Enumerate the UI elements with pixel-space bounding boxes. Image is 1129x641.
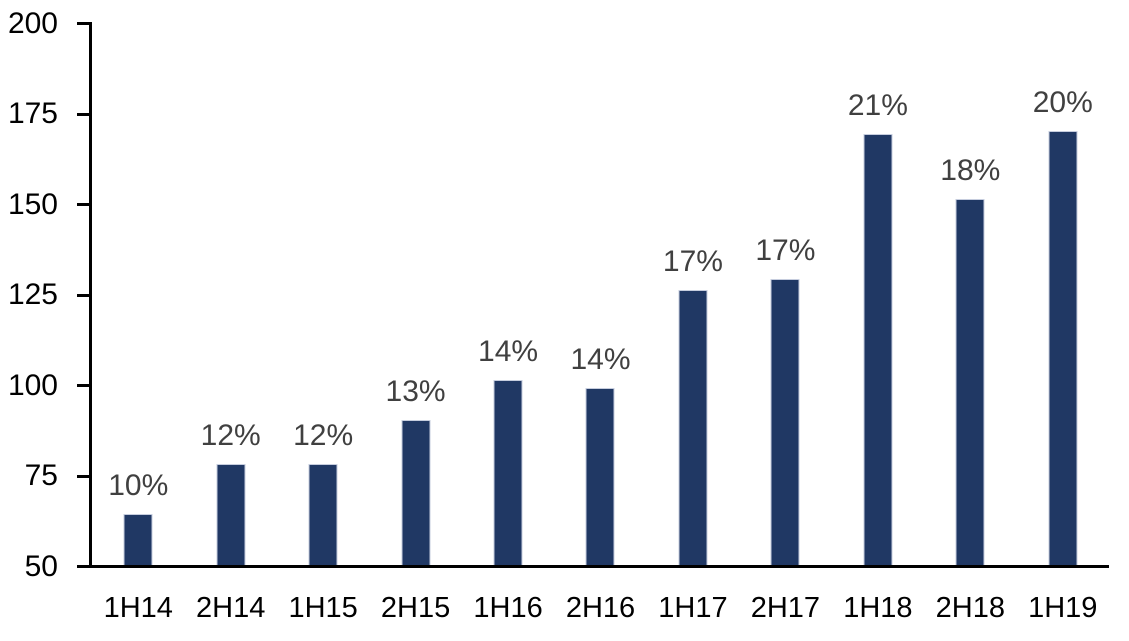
bar-2H18	[955, 199, 985, 565]
bar-value-label: 17%	[755, 234, 816, 268]
bar-slot: 18%	[924, 22, 1016, 565]
bar-value-label: 18%	[940, 154, 1001, 188]
bar-slot: 13%	[369, 22, 461, 565]
bar-value-label: 14%	[570, 342, 631, 376]
bar-value-label: 10%	[108, 469, 169, 503]
plot-area: 10% 12% 12% 13% 14% 14% 17% 17% 21% 18% 20%	[92, 22, 1109, 565]
y-axis-tick-label: 150	[7, 187, 58, 221]
bar-slot: 20%	[1017, 22, 1109, 565]
bar-slot: 14%	[462, 22, 554, 565]
bar-slot: 12%	[277, 22, 369, 565]
y-axis-tick-label: 50	[24, 549, 58, 583]
y-axis-tick	[77, 22, 90, 25]
y-axis-tick-label: 200	[7, 6, 58, 40]
x-axis-category-label: 2H15	[380, 592, 451, 624]
bar-value-label: 13%	[385, 375, 446, 409]
x-axis-category-label: 2H16	[565, 592, 636, 624]
bar-slot: 12%	[184, 22, 276, 565]
x-axis-category-labels: 1H14 2H14 1H15 2H15 1H16 2H16 1H17 2H17 1H18 2H18…	[92, 592, 1109, 624]
bar-2H15	[401, 420, 431, 565]
x-axis-category-label: 1H15	[288, 592, 358, 624]
y-axis-tick-label: 100	[7, 368, 58, 402]
bar-slot: 17%	[739, 22, 831, 565]
y-axis-tick	[77, 565, 90, 568]
y-axis-tick	[77, 203, 90, 206]
y-axis-tick-label: 175	[7, 97, 58, 130]
bar-value-label: 12%	[293, 418, 354, 452]
y-axis-tick	[77, 474, 90, 478]
x-axis-category-label: 1H18	[843, 592, 913, 624]
bar-2H14	[216, 463, 246, 565]
bar-1H15	[308, 463, 338, 565]
x-axis-category-label: 1H17	[658, 592, 728, 624]
y-axis-tick-label: 125	[7, 278, 58, 311]
x-axis-category-label: 1H19	[1028, 592, 1098, 624]
x-axis-category-label: 1H16	[473, 592, 543, 624]
bar-1H16	[493, 380, 523, 565]
bar-1H18	[863, 134, 893, 565]
bar-value-label: 17%	[662, 244, 723, 278]
bar-1H17	[678, 289, 708, 565]
y-axis-line	[89, 22, 92, 568]
bar-value-label: 21%	[847, 89, 908, 123]
bar-1H14	[123, 514, 153, 565]
x-axis-category-label: 2H17	[750, 592, 821, 624]
y-axis-tick	[77, 293, 90, 297]
y-axis-tick-label: 75	[24, 459, 58, 492]
x-axis-line	[77, 565, 1109, 568]
y-axis-tick	[77, 112, 90, 116]
bar-2H16	[585, 387, 615, 565]
x-axis-category-label: 2H14	[196, 592, 266, 624]
x-axis-category-label: 2H18	[935, 592, 1005, 624]
x-axis-category-label: 1H14	[103, 592, 173, 624]
bar-slot: 10%	[92, 22, 184, 565]
bar-value-label: 14%	[478, 335, 539, 369]
bar-slot: 17%	[647, 22, 739, 565]
bar-value-label: 12%	[200, 418, 261, 452]
bar-2H17	[770, 279, 800, 565]
bar-1H19	[1048, 130, 1078, 565]
bar-value-label: 20%	[1032, 85, 1093, 119]
bar-slot: 21%	[832, 22, 924, 565]
y-axis-tick	[77, 384, 90, 387]
bar-slot: 14%	[554, 22, 646, 565]
